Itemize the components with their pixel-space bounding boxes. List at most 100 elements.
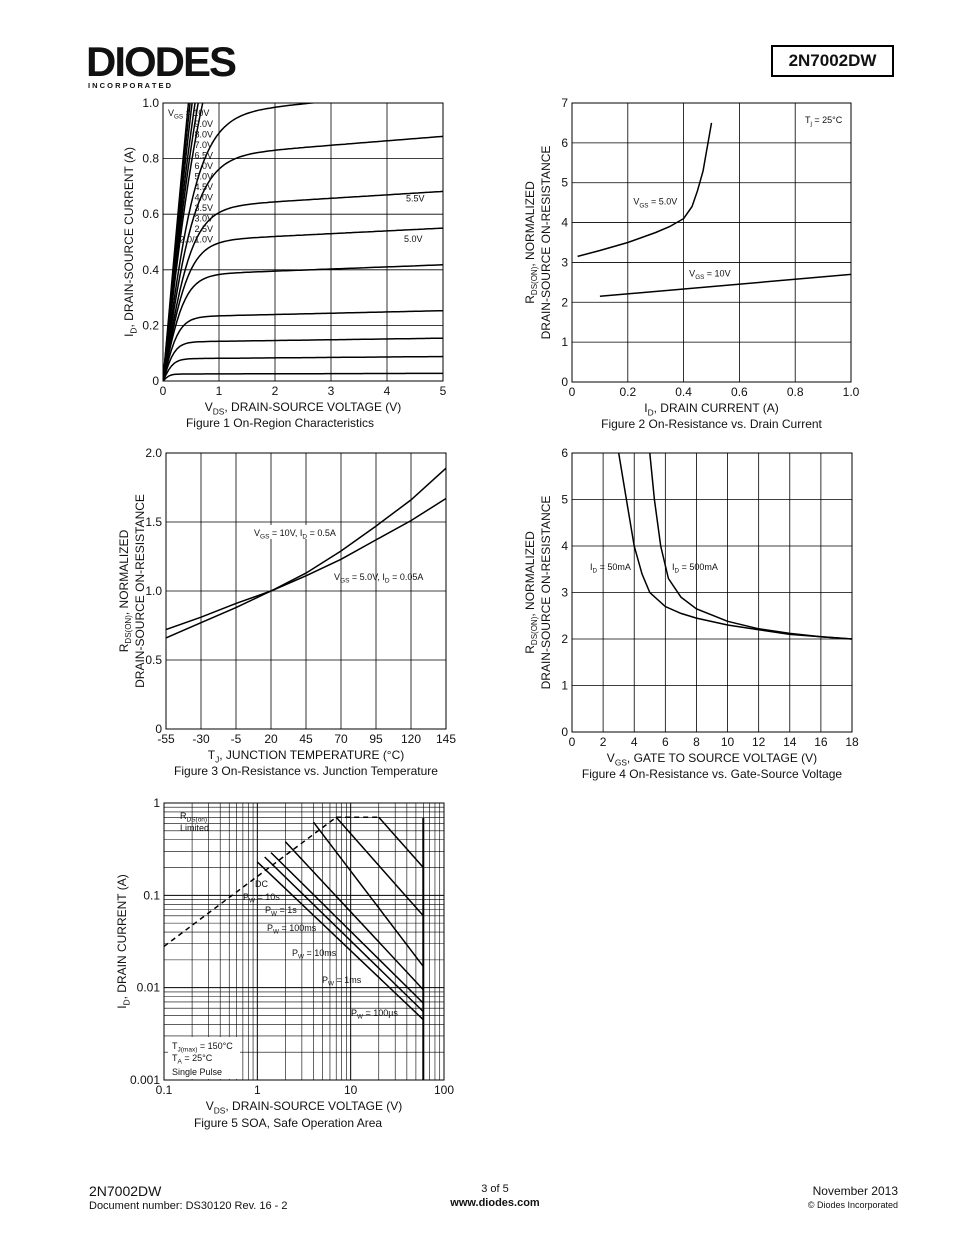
- fig1-x-tick-label: 2: [272, 384, 279, 398]
- fig3-x-tick-label: 95: [369, 732, 383, 746]
- fig1-y-tick-label: 0: [152, 374, 159, 388]
- fig4-x-tick-label: 4: [631, 735, 638, 749]
- fig3-label-bg: [252, 525, 332, 539]
- fig2-y-axis-label-2: DRAIN-SOURCE ON-RESISTANCE: [539, 146, 553, 340]
- fig2-series-line: [599, 273, 851, 298]
- fig4-x-tick-label: 10: [721, 735, 735, 749]
- fig2-x-tick-label: 0.6: [731, 385, 748, 399]
- fig2-x-tick-label: 0.8: [787, 385, 804, 399]
- fig2-x-tick-label: 0.2: [619, 385, 636, 399]
- fig1-series-line: [163, 103, 320, 381]
- fig2-y-tick-label: 0: [561, 375, 568, 389]
- fig3-series-line: [166, 467, 446, 639]
- fig3-y-tick-label: 2.0: [145, 446, 162, 460]
- fig5-x-tick-label: 100: [434, 1083, 454, 1097]
- fig5-pulse-line: [284, 841, 424, 991]
- fig3-y-tick-label: 1.0: [145, 584, 162, 598]
- fig1-x-tick-label: 4: [384, 384, 391, 398]
- fig4-y-tick-label: 2: [561, 632, 568, 646]
- fig5-x-tick-label: 10: [344, 1083, 358, 1097]
- fig5-pulse-line: [270, 852, 424, 1004]
- fig1-legend-item: 6.5V: [194, 151, 213, 161]
- fig4-y-tick-label: 5: [561, 493, 568, 507]
- fig5-condition-single-pulse: Single Pulse: [172, 1067, 222, 1077]
- fig4-x-axis-label: VGS, GATE TO SOURCE VOLTAGE (V): [607, 751, 817, 768]
- fig3-y-tick-label: 1.5: [145, 515, 162, 529]
- fig3-x-tick-label: -55: [157, 732, 175, 746]
- figure-2-rds-vs-id: 0 0.2 0.4 0.6 0.8 1.0 0 1 2 3 4 5 6 7 ID, DRAIN CURREN…: [523, 96, 860, 431]
- fig2-label-vgs10: VGS = 10V: [689, 268, 730, 281]
- logo-subtitle: I N C O R P O R A T E D: [88, 81, 172, 90]
- fig1-x-tick-label: 0: [160, 384, 167, 398]
- fig4-y-axis-label-1: RDS(ON), NORMALIZED: [523, 531, 539, 654]
- fig1-legend-item: 7.0V: [194, 140, 213, 150]
- fig5-caption: Figure 5 SOA, Safe Operation Area: [194, 1116, 382, 1130]
- fig3-label-vgs5: VGS = 5.0V, ID = 0.05A: [334, 572, 423, 585]
- fig5-plot-frame: [163, 802, 445, 1081]
- fig2-y-tick-label: 2: [561, 295, 568, 309]
- fig1-legend-item: 6.0V: [194, 161, 213, 171]
- footer-date: November 2013: [812, 1184, 898, 1198]
- part-number-box: 2N7002DW: [771, 45, 894, 77]
- fig5-conditions-bg: [168, 1037, 240, 1079]
- fig1-legend-header: VGS = 10V: [168, 108, 209, 121]
- fig5-pulse-line: [312, 821, 424, 967]
- fig1-annotation-55v: 5.5V: [406, 194, 425, 204]
- fig3-y-tick-label: 0: [155, 722, 162, 736]
- fig3-x-tick-label: -30: [192, 732, 210, 746]
- fig1-series-line: [163, 355, 443, 381]
- fig2-series-line: [577, 122, 713, 258]
- footer-document-number: Document number: DS30120 Rev. 16 - 2: [89, 1200, 288, 1212]
- fig5-pulse-line: [378, 816, 424, 868]
- fig5-pulse-line: [335, 816, 424, 917]
- fig1-y-tick-label: 0.8: [142, 152, 159, 166]
- fig1-y-tick-label: 0.4: [142, 263, 159, 277]
- fig1-legend-item: 8.0V: [194, 130, 213, 140]
- fig5-label-dc: DC: [255, 879, 268, 889]
- fig3-x-axis-label: TJ, JUNCTION TEMPERATURE (°C): [208, 748, 405, 765]
- fig5-condition-tjmax: TJ(max) = 150°C: [172, 1041, 233, 1054]
- fig1-legend-item: 2.5V: [194, 224, 213, 234]
- fig4-label-500ma: ID = 500mA: [672, 562, 718, 575]
- fig1-series-line: [163, 372, 443, 381]
- fig2-y-tick-label: 5: [561, 176, 568, 190]
- fig1-y-tick-label: 0.6: [142, 207, 159, 221]
- fig1-legend-item: 3.5V: [194, 203, 213, 213]
- fig1-legend-item: 5.0V: [194, 172, 213, 182]
- fig1-series-line: [163, 227, 443, 381]
- fig3-x-tick-label: -5: [231, 732, 242, 746]
- fig4-x-tick-label: 8: [693, 735, 700, 749]
- fig5-label-1ms: PW = 1ms: [322, 975, 362, 988]
- fig1-x-axis-label: VDS, DRAIN-SOURCE VOLTAGE (V): [205, 400, 402, 417]
- fig3-x-tick-label: 120: [401, 732, 421, 746]
- fig5-pulse-line: [264, 856, 424, 1013]
- fig4-series-line: [649, 453, 852, 640]
- fig4-y-tick-label: 1: [561, 679, 568, 693]
- fig2-plot-frame: [571, 102, 852, 383]
- fig1-series-line: [163, 264, 443, 381]
- fig2-caption: Figure 2 On-Resistance vs. Drain Current: [601, 417, 822, 431]
- fig1-series-line: [163, 190, 443, 381]
- footer-copyright: © Diodes Incorporated: [807, 1200, 898, 1210]
- logo-wordmark: DIODES: [86, 42, 236, 85]
- fig5-label-10ms: PW = 10ms: [292, 948, 337, 961]
- fig5-y-tick-label: 0.01: [137, 981, 161, 995]
- fig2-x-axis-label: ID, DRAIN CURRENT (A): [644, 401, 779, 418]
- fig4-y-tick-label: 4: [561, 539, 568, 553]
- fig5-y-tick-label: 0.1: [143, 888, 160, 902]
- fig2-y-tick-label: 4: [561, 216, 568, 230]
- fig3-x-tick-label: 20: [264, 732, 278, 746]
- fig1-series-line: [163, 309, 443, 381]
- footer-website-link[interactable]: www.diodes.com: [450, 1197, 540, 1209]
- fig2-x-tick-label: 0: [569, 385, 576, 399]
- fig1-legend-item: 4.0V: [194, 193, 213, 203]
- fig1-legend-item: 4.5V: [194, 182, 213, 192]
- footer-part: 2N7002DW: [89, 1183, 162, 1199]
- fig1-y-tick-label: 1.0: [142, 96, 159, 110]
- fig4-caption: Figure 4 On-Resistance vs. Gate-Source V…: [582, 767, 842, 781]
- fig1-annotation-50v: 5.0V: [404, 234, 423, 244]
- fig1-legend-item: 3.0V: [194, 214, 213, 224]
- fig3-series-line: [166, 497, 446, 631]
- fig1-series-line: [163, 135, 443, 381]
